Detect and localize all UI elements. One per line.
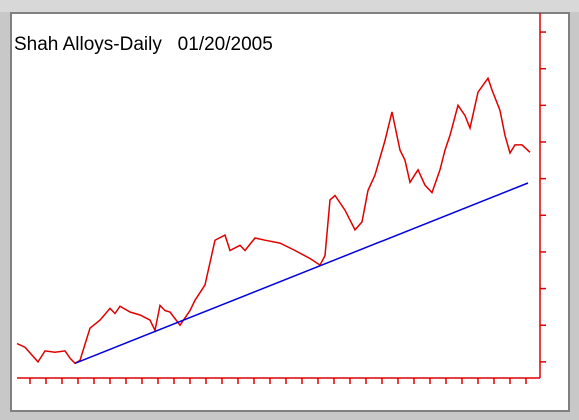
title-strip [0, 0, 579, 12]
series-line [16, 76, 531, 365]
chart-title: Shah Alloys-Daily 01/20/2005 [14, 34, 273, 55]
plot-frame [10, 12, 570, 412]
series-line [74, 182, 529, 364]
